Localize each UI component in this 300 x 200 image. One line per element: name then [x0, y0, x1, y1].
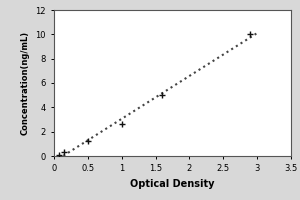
Point: [160, 94, 165, 97]
Point: [57, 154, 62, 157]
Point: [248, 33, 253, 36]
Point: [119, 123, 124, 126]
Point: [85, 140, 90, 143]
Y-axis label: Concentration(ng/mL): Concentration(ng/mL): [21, 31, 30, 135]
X-axis label: Optical Density: Optical Density: [130, 179, 215, 189]
Point: [62, 151, 67, 154]
